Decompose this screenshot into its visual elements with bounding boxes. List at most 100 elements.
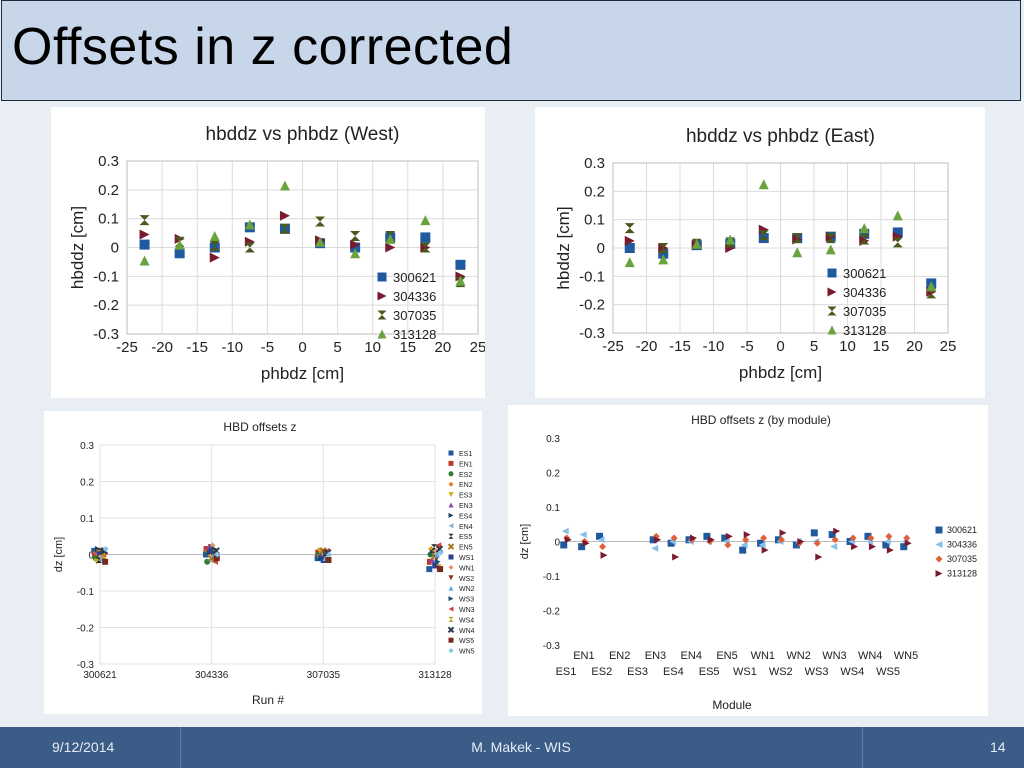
data-point	[825, 233, 836, 244]
data-point	[900, 543, 908, 551]
x-tick-label: ES4	[663, 666, 684, 678]
legend-marker	[448, 523, 454, 529]
legend-label: WN2	[459, 586, 475, 593]
y-tick-label: 0.2	[546, 469, 560, 480]
y-axis-label: dz [cm]	[519, 524, 531, 559]
data-point	[867, 534, 875, 542]
data-point	[779, 529, 787, 537]
x-tick-label: 5	[810, 338, 818, 355]
data-point	[579, 531, 587, 539]
x-tick-label: 300621	[83, 670, 117, 681]
legend-label: 313128	[393, 327, 436, 342]
legend-label: WS3	[459, 597, 474, 604]
legend-marker	[448, 596, 454, 602]
x-tick-label: 20	[435, 339, 452, 356]
x-tick-label: -20	[151, 339, 173, 356]
legend-marker	[448, 460, 454, 466]
y-tick-label: -0.3	[579, 325, 605, 342]
y-tick-label: -0.2	[77, 624, 95, 635]
data-point	[599, 543, 607, 551]
data-point	[434, 551, 441, 558]
legend-marker	[827, 287, 837, 297]
legend-marker	[827, 325, 837, 335]
x-tick-label: 307035	[307, 670, 341, 681]
data-point	[672, 553, 680, 561]
y-axis-label: hbddz [cm]	[68, 206, 87, 289]
data-point	[825, 244, 836, 255]
y-tick-label: 0	[597, 240, 605, 257]
data-point	[690, 534, 698, 542]
y-tick-label: -0.3	[543, 641, 561, 652]
data-point	[279, 223, 290, 234]
legend-label: ES2	[459, 472, 472, 479]
chart-west: hbddz vs phbdz (West) -25 -20 -15 -10 -5 0 5 10 1…	[68, 124, 485, 383]
legend-marker	[827, 268, 837, 278]
legend-marker	[448, 471, 454, 477]
y-tick-label: 0.2	[98, 182, 119, 199]
legend-label: 313128	[947, 569, 977, 579]
data-point	[624, 223, 635, 234]
data-point	[758, 230, 769, 241]
data-point	[437, 549, 444, 556]
data-point	[831, 536, 839, 544]
footer-divider	[862, 727, 863, 768]
legend-marker	[377, 310, 387, 320]
data-point	[760, 534, 768, 542]
y-tick-label: 0.1	[98, 211, 119, 228]
legend-marker	[448, 554, 454, 560]
data-point	[578, 543, 586, 551]
x-tick-label: ES3	[627, 666, 648, 678]
data-point	[102, 558, 109, 565]
data-point	[658, 243, 669, 253]
y-tick-label: 0.1	[546, 503, 560, 514]
data-point	[91, 551, 98, 558]
data-point	[139, 255, 150, 266]
data-point	[435, 542, 442, 549]
data-point	[213, 555, 220, 562]
data-point	[209, 252, 220, 263]
legend-label: 300621	[947, 525, 977, 535]
data-point	[102, 546, 109, 553]
chart-title: HBD offsets z	[223, 420, 296, 434]
legend-label: WN3	[459, 607, 475, 614]
data-point	[886, 546, 894, 554]
x-tick-label: EN4	[681, 650, 702, 662]
y-tick-label: 0.2	[80, 478, 94, 489]
y-tick-label: -0.1	[543, 572, 561, 583]
x-axis-label: Run #	[252, 693, 284, 707]
legend-label: WS1	[459, 555, 474, 562]
y-tick-label: -0.1	[579, 268, 605, 285]
slide-title-bar: Offsets in z corrected	[1, 0, 1021, 101]
data-point	[851, 543, 859, 551]
legend-marker	[448, 533, 454, 539]
data-point	[792, 233, 803, 244]
legend-label: 304336	[393, 289, 436, 304]
legend-label: 313128	[843, 323, 886, 338]
x-tick-label: ES1	[556, 666, 577, 678]
data-point	[279, 223, 290, 234]
legend-marker	[448, 606, 454, 612]
data-point	[813, 539, 821, 547]
x-tick-label: -5	[740, 338, 753, 355]
y-tick-label: -0.1	[93, 268, 119, 285]
x-tick-label: WS3	[805, 666, 829, 678]
data-point	[651, 544, 659, 552]
data-point	[761, 546, 769, 554]
legend-marker	[448, 648, 454, 654]
data-point	[624, 257, 635, 268]
data-point	[385, 233, 396, 244]
y-tick-label: 0	[554, 538, 560, 549]
chart-offsets-by-module: HBD offsets z (by module) -0.3 -0.2 -0.1 0 0.…	[519, 413, 977, 712]
y-tick-label: -0.2	[93, 297, 119, 314]
x-tick-label: -25	[602, 338, 624, 355]
data-point	[279, 210, 290, 221]
data-point	[707, 536, 715, 544]
y-tick-label: 0	[88, 551, 94, 562]
data-point	[882, 541, 890, 549]
data-point	[868, 543, 876, 551]
x-tick-label: ES5	[699, 666, 720, 678]
legend-marker	[448, 502, 454, 508]
data-point	[209, 230, 220, 241]
chart-east: hbddz vs phbdz (East) -25 -20 -15 -10 -5 0 5 10 1…	[554, 126, 956, 382]
data-point	[892, 227, 903, 238]
